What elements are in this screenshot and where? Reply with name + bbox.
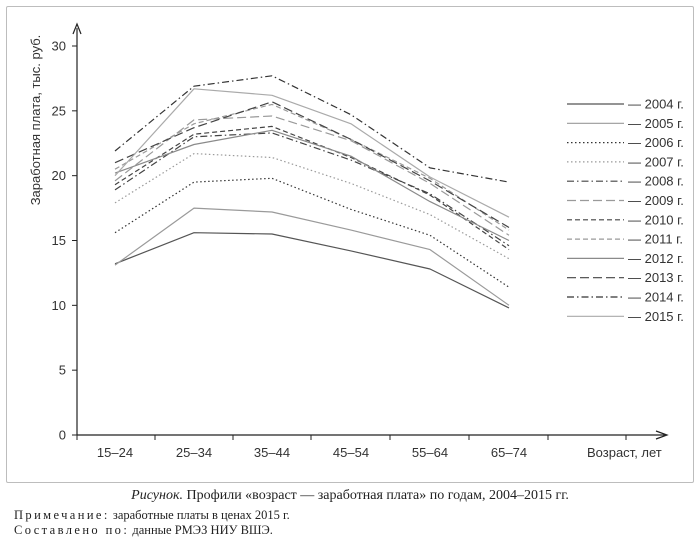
x-axis-label: Возраст, лет — [587, 445, 662, 460]
note-label: Примечание: — [14, 508, 110, 522]
caption-source: Составлено по: данные РМЭЗ НИУ ВШЭ. — [14, 523, 694, 538]
figure-caption: Рисунок. Профили «возраст — заработная п… — [0, 488, 700, 504]
series-line-7 — [114, 125, 510, 251]
series-line-5 — [114, 132, 510, 247]
legend-label: — 2009 г. — [628, 193, 684, 208]
y-tick-label: 25 — [52, 103, 66, 118]
series-line-1 — [114, 232, 510, 309]
source-label: Составлено по: — [14, 523, 130, 537]
series-line-6 — [114, 115, 510, 236]
legend-label: — 2010 г. — [628, 212, 684, 227]
legend-label: — 2014 г. — [628, 290, 684, 305]
x-tick-label: 15–24 — [97, 445, 133, 460]
x-tick-label: 35–44 — [254, 445, 290, 460]
x-tick-label: 25–34 — [176, 445, 212, 460]
legend-label: — 2011 г. — [628, 232, 683, 247]
y-tick-label: 15 — [52, 233, 66, 248]
legend-label: — 2006 г. — [628, 135, 684, 150]
series-line-11 — [114, 75, 510, 183]
y-ticks: 0 5 10 15 20 25 30 — [52, 39, 77, 443]
series-line-2 — [114, 207, 510, 306]
legend-label: — 2012 г. — [628, 251, 684, 266]
x-tick-label: 45–54 — [333, 445, 369, 460]
series-line-9 — [114, 129, 510, 242]
y-axis-arrow — [72, 22, 82, 35]
series-line-10 — [114, 101, 510, 229]
note-text: заработные платы в ценах 2015 г. — [109, 508, 290, 522]
caption-lead: Рисунок. — [131, 488, 184, 503]
legend-label: — 2007 г. — [628, 154, 684, 169]
chart-frame — [6, 6, 694, 483]
series-line-8 — [114, 103, 510, 231]
caption-note: Примечание: заработные платы в ценах 201… — [14, 508, 694, 523]
y-tick-label: 10 — [52, 298, 66, 313]
line-chart: 0 5 10 15 20 25 30 15–24 25–34 35–44 45–54 55–64 65… — [28, 22, 684, 460]
x-ticks: 15–24 25–34 35–44 45–54 55–64 65–74 — [76, 435, 627, 460]
series-line-4 — [114, 153, 510, 260]
x-axis-arrow — [655, 430, 669, 440]
y-tick-label: 30 — [52, 39, 66, 54]
legend-label: — 2004 г. — [628, 97, 684, 112]
y-axis-label: Заработная плата, тыс. руб. — [28, 35, 43, 206]
axes — [72, 22, 669, 440]
y-tick-label: 20 — [52, 168, 66, 183]
legend-label: — 2013 г. — [628, 270, 684, 285]
x-tick-label: 65–74 — [491, 445, 527, 460]
series-lines — [114, 75, 510, 309]
caption-title: Профили «возраст — заработная плата» по … — [183, 488, 569, 503]
x-tick-label: 55–64 — [412, 445, 448, 460]
legend-label: — 2005 г. — [628, 116, 684, 131]
y-tick-label: 5 — [59, 363, 66, 378]
series-line-3 — [114, 177, 510, 288]
legend-label: — 2015 г. — [628, 309, 684, 324]
source-text: данные РМЭЗ НИУ ВШЭ. — [129, 523, 273, 537]
y-tick-label: 0 — [59, 428, 66, 443]
legend-label: — 2008 г. — [628, 174, 684, 189]
legend: — 2004 г. — 2005 г. — 2006 г. — 2007 г. — 20… — [567, 97, 684, 324]
series-line-12 — [114, 88, 510, 218]
